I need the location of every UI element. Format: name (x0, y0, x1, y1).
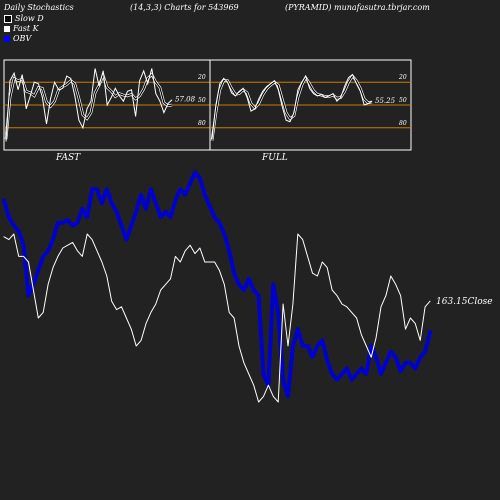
price-obv-chart: 163.15Close (2, 170, 493, 403)
series-fast-k-line (211, 73, 373, 140)
oscillator-panels: 80 50 20 57.08 80 50 20 55.25 (3, 59, 412, 151)
tick-label: 80 (399, 120, 407, 127)
obv-line (2, 170, 432, 399)
legend-item-fast-k: Fast K (4, 24, 39, 33)
legend-label-obv: OBV (13, 34, 32, 43)
legend-label-fast-k: Fast K (13, 24, 39, 33)
header-params: (14,3,3) Charts for 543969 (130, 3, 239, 12)
header-symbol: (PYRAMID) munafasutra.tbrjar.com (285, 3, 430, 12)
legend-swatch-slow-d (4, 14, 12, 23)
close-value-label: 163.15Close (436, 297, 493, 307)
last-value-label: 57.08 (175, 96, 196, 104)
legend-item-slow-d: Slow D (4, 14, 44, 23)
fast-panel-label: FAST (56, 153, 81, 163)
tick-label: 20 (398, 74, 407, 81)
tick-label: 80 (198, 120, 206, 127)
legend-swatch-fast-k (4, 25, 10, 32)
series-slow-d-line (5, 73, 173, 140)
tick-label: 20 (197, 74, 206, 81)
legend-swatch-obv (4, 35, 10, 42)
series-fast-k-line (5, 68, 173, 142)
last-value-label: 55.25 (375, 97, 396, 105)
panel-full: 80 50 20 55.25 (209, 59, 412, 151)
tick-label: 50 (399, 97, 407, 104)
legend-item-obv: OBV (4, 34, 31, 43)
close-price-line (3, 233, 431, 403)
tick-label: 50 (198, 97, 206, 104)
header-title: Daily Stochastics (4, 3, 74, 12)
legend-label-slow-d: Slow D (15, 14, 44, 23)
panel-fast: 80 50 20 57.08 (3, 59, 211, 151)
full-panel-label: FULL (262, 153, 288, 163)
